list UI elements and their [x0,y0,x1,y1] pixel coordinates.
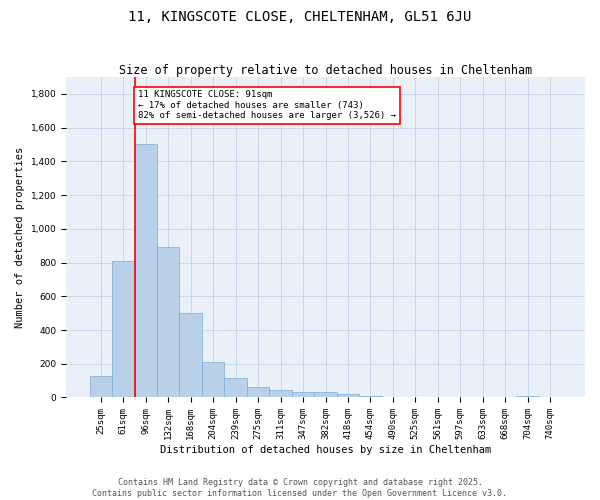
Bar [112,261,134,398]
Bar [517,396,539,398]
Bar [404,397,427,398]
Bar [202,362,224,398]
Bar [247,386,269,398]
Bar [134,144,157,398]
X-axis label: Distribution of detached houses by size in Cheltenham: Distribution of detached houses by size … [160,445,491,455]
Text: Contains HM Land Registry data © Crown copyright and database right 2025.
Contai: Contains HM Land Registry data © Crown c… [92,478,508,498]
Bar [89,376,112,398]
Text: 11 KINGSCOTE CLOSE: 91sqm
← 17% of detached houses are smaller (743)
82% of semi: 11 KINGSCOTE CLOSE: 91sqm ← 17% of detac… [138,90,396,120]
Bar [314,392,337,398]
Y-axis label: Number of detached properties: Number of detached properties [15,146,25,328]
Bar [337,394,359,398]
Bar [179,313,202,398]
Bar [292,392,314,398]
Bar [269,390,292,398]
Text: 11, KINGSCOTE CLOSE, CHELTENHAM, GL51 6JU: 11, KINGSCOTE CLOSE, CHELTENHAM, GL51 6J… [128,10,472,24]
Bar [224,378,247,398]
Title: Size of property relative to detached houses in Cheltenham: Size of property relative to detached ho… [119,64,532,77]
Bar [382,396,404,398]
Bar [427,397,449,398]
Bar [359,396,382,398]
Bar [157,248,179,398]
